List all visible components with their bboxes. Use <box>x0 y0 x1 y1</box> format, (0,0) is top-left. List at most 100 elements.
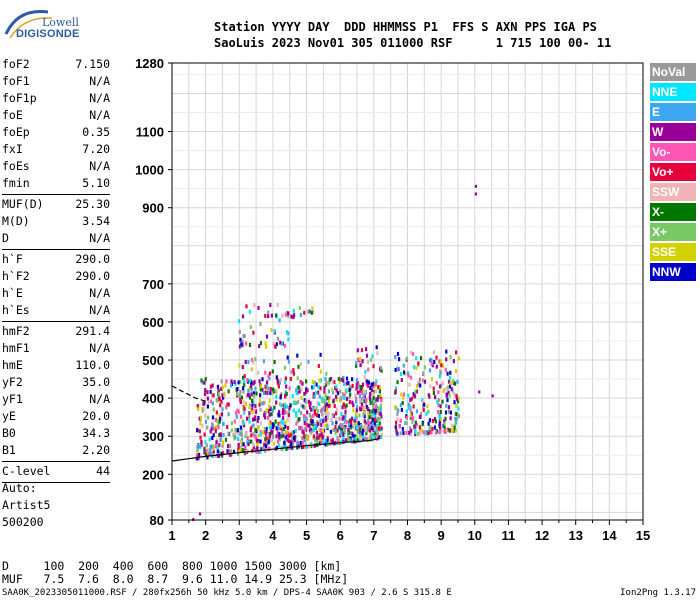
echo-point <box>211 415 215 420</box>
echo-point <box>290 370 293 375</box>
param-row-md: M(D) 3.54 <box>2 213 110 230</box>
echo-point <box>415 389 418 394</box>
echo-point <box>379 403 382 408</box>
echo-point <box>368 415 371 420</box>
echo-point <box>377 426 380 431</box>
echo-point <box>338 379 341 384</box>
echo-point <box>362 394 365 399</box>
y-tick-label: 500 <box>142 353 164 368</box>
echo-point <box>405 415 409 420</box>
echo-point <box>357 429 360 434</box>
param-value: 35.0 <box>82 375 110 389</box>
echo-point <box>242 400 245 405</box>
echo-point <box>265 386 268 391</box>
echo-point <box>407 373 410 378</box>
echo-point <box>377 385 380 390</box>
echo-point <box>243 334 246 338</box>
echo-point <box>333 428 337 432</box>
echo-point <box>368 395 371 400</box>
echo-point <box>335 417 338 422</box>
echo-point <box>357 384 360 389</box>
echo-point <box>457 413 460 418</box>
echo-point <box>312 310 315 314</box>
echo-point <box>288 405 291 410</box>
echo-point <box>378 416 381 421</box>
echo-point <box>240 395 243 400</box>
echo-point <box>433 425 436 430</box>
echo-point <box>321 412 324 417</box>
echo-point <box>412 404 415 409</box>
echo-point <box>456 399 460 404</box>
echo-point <box>201 423 204 428</box>
echo-point <box>209 445 212 449</box>
echo-point <box>203 392 207 397</box>
echo-point <box>301 429 304 434</box>
echo-point <box>414 420 417 425</box>
echo-point <box>373 414 376 419</box>
echo-point <box>289 376 292 381</box>
echo-point <box>218 397 221 402</box>
echo-point <box>239 379 242 384</box>
echo-point <box>247 359 250 364</box>
echo-point <box>326 423 329 428</box>
echo-point <box>474 192 477 196</box>
echo-point <box>372 404 375 409</box>
echo-point <box>303 427 307 432</box>
echo-point <box>421 378 424 383</box>
echo-point <box>235 428 238 433</box>
param-value: N/A <box>89 286 110 300</box>
echo-point <box>351 400 354 405</box>
echo-point <box>356 434 359 439</box>
echo-point <box>418 425 421 430</box>
echo-point <box>365 382 368 386</box>
echo-point <box>374 399 377 404</box>
echo-point <box>369 386 372 390</box>
echo-point <box>301 381 304 386</box>
echo-point <box>408 426 412 431</box>
echo-point <box>379 427 382 432</box>
echo-point <box>273 329 276 334</box>
x-tick-label: 4 <box>269 528 277 543</box>
param-key: hmE <box>2 358 23 372</box>
echo-point <box>308 413 311 417</box>
echo-point <box>295 410 298 415</box>
echo-point <box>230 428 233 433</box>
param-key: M(D) <box>2 214 30 228</box>
legend-item-xminus: X- <box>650 203 696 221</box>
echo-point <box>256 441 259 446</box>
echo-point <box>376 397 379 402</box>
echo-point <box>256 438 259 443</box>
echo-point <box>257 449 260 454</box>
echo-point <box>343 430 346 435</box>
param-key: h`E <box>2 286 23 300</box>
echo-point <box>212 407 215 412</box>
echo-point <box>432 391 435 395</box>
echo-point <box>223 391 226 396</box>
echo-point <box>297 426 301 431</box>
echo-point <box>455 416 459 421</box>
param-value: 290.0 <box>75 269 110 283</box>
echo-point <box>437 390 440 395</box>
echo-point <box>260 401 263 406</box>
echo-point <box>398 357 401 362</box>
echo-point <box>366 407 369 412</box>
echo-point <box>356 380 359 385</box>
echo-point <box>345 376 349 381</box>
echo-point <box>292 430 295 435</box>
echo-point <box>252 398 255 403</box>
echo-point <box>275 426 278 431</box>
echo-point <box>260 447 263 452</box>
echo-point <box>234 435 237 440</box>
echo-point <box>419 429 422 434</box>
echo-point <box>211 436 214 440</box>
echo-point <box>319 421 322 426</box>
echo-point <box>445 403 448 408</box>
echo-point <box>366 437 369 442</box>
echo-point <box>369 433 373 438</box>
echo-point <box>371 417 374 422</box>
echo-point <box>297 385 300 390</box>
param-row-b1: B1 2.20 <box>2 442 110 459</box>
echo-point <box>248 378 251 383</box>
echo-point <box>304 444 307 449</box>
echo-point <box>376 351 379 356</box>
